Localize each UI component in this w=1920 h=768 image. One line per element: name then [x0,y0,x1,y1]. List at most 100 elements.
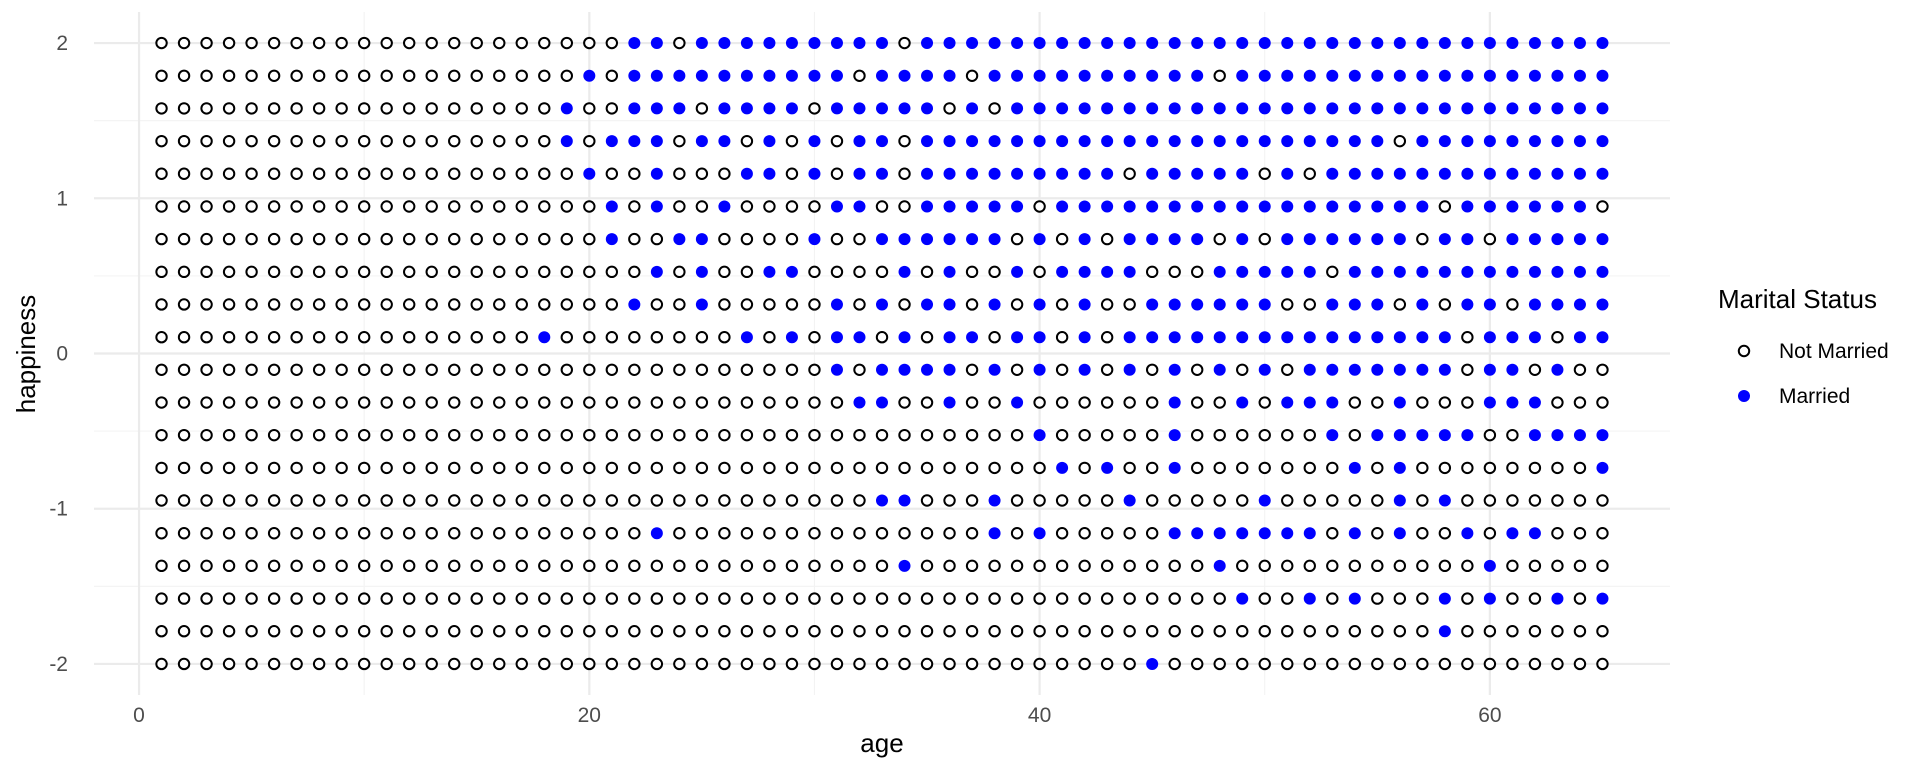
point-not-married [1596,494,1609,507]
point-not-married [560,167,573,180]
point-married [1573,69,1586,82]
point-not-married [335,102,348,115]
point-not-married [290,657,303,671]
point-not-married [740,625,754,638]
point-not-married [988,331,1001,344]
point-not-married [808,657,821,671]
point-married [1348,527,1361,540]
point-not-married [538,36,551,50]
point-not-married [808,494,821,507]
point-married [1213,363,1226,376]
point-not-married [538,625,551,638]
point-not-married [1258,592,1271,605]
point-not-married [1303,167,1316,180]
point-not-married [290,298,303,311]
point-married [1191,200,1204,213]
point-not-married [335,167,348,180]
point-married [1416,265,1429,278]
point-married [1168,363,1181,376]
point-not-married [200,36,213,50]
point-not-married [1010,657,1024,671]
point-married [763,265,776,278]
point-not-married [380,363,393,376]
point-not-married [1168,494,1181,507]
point-not-married [1258,428,1271,442]
point-not-married [583,428,596,442]
point-not-married [177,592,191,605]
point-married [695,69,708,82]
point-not-married [628,428,641,442]
point-not-married [177,331,191,344]
point-married [1461,69,1474,82]
point-not-married [200,527,213,540]
point-not-married [1213,396,1226,409]
point-married [1371,265,1384,278]
point-not-married [425,592,438,605]
point-not-married [1528,559,1542,573]
point-married [1236,265,1249,278]
point-not-married [448,298,461,311]
point-not-married [222,461,236,475]
point-married [1438,233,1451,246]
point-not-married [785,527,799,540]
point-not-married [830,265,844,279]
point-married [921,37,934,50]
point-not-married [583,36,596,50]
point-married [1236,233,1249,246]
point-not-married [1191,428,1204,442]
point-not-married [1123,461,1136,475]
point-married [1326,135,1339,148]
point-not-married [650,592,664,605]
point-not-married [1100,625,1114,638]
point-not-married [560,36,573,50]
point-married [1416,200,1429,213]
point-married [718,37,731,50]
point-not-married [1010,592,1024,605]
point-married [695,233,708,246]
point-not-married [448,265,461,279]
point-not-married [830,396,844,409]
point-not-married [448,102,461,115]
point-not-married [628,625,641,638]
point-married [605,233,618,246]
point-not-married [470,134,483,148]
point-married [1348,592,1361,605]
point-not-married [1438,527,1452,540]
point-married [1551,298,1564,311]
point-married [876,37,888,50]
point-not-married [1461,559,1474,573]
point-not-married [538,265,551,279]
point-not-married [357,36,371,50]
point-not-married [1506,559,1519,573]
point-not-married [1551,527,1564,540]
point-married [1078,135,1091,148]
point-married [1596,265,1609,278]
point-married [1551,265,1564,278]
point-not-married [493,625,506,638]
point-not-married [763,625,776,638]
point-married [1326,167,1339,180]
point-not-married [470,265,483,279]
point-not-married [1168,592,1181,605]
point-married [1393,527,1406,540]
point-not-married [695,428,709,442]
point-married [628,37,641,50]
point-not-married [1596,200,1609,213]
point-not-married [718,657,731,671]
point-not-married [673,625,686,638]
point-not-married [1191,461,1204,475]
point-not-married [1010,559,1024,573]
point-not-married [1416,657,1429,671]
point-married [1573,37,1586,50]
point-not-married [312,167,326,180]
point-married [943,265,956,278]
point-married [1393,396,1406,409]
point-not-married [155,265,168,279]
point-not-married [470,200,483,213]
point-not-married [583,363,596,376]
point-married [1461,135,1474,148]
point-married [1101,200,1114,213]
y-axis-title: happiness [11,295,41,414]
point-married [830,69,843,82]
point-not-married [245,232,258,246]
